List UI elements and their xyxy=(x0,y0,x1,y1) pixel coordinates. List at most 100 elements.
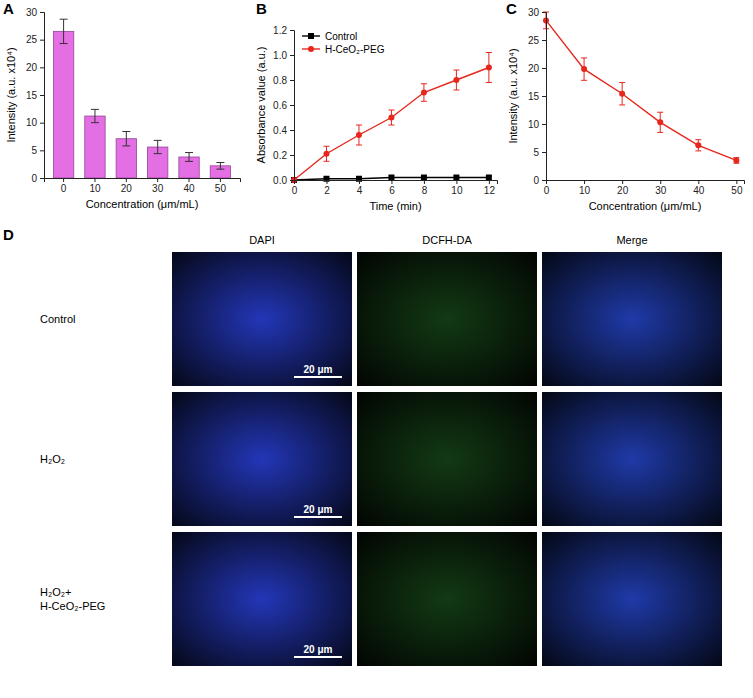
marker xyxy=(657,119,663,125)
y-axis-title: Intensity (a.u. x10⁴) xyxy=(507,48,519,143)
legend-item: H-CeO₂-PEG xyxy=(302,44,385,55)
tick: 0 xyxy=(292,180,298,196)
error-cap xyxy=(356,125,362,126)
tick-mark xyxy=(220,178,221,182)
tick: 10 xyxy=(89,178,101,194)
tick-label: 0.0 xyxy=(273,175,287,186)
series-line xyxy=(294,68,489,181)
error-line xyxy=(94,109,95,122)
tick: 1.0 xyxy=(273,50,294,61)
error-cap xyxy=(486,52,492,53)
scale-bar-label: 20 μm xyxy=(304,504,333,515)
y-axis-title: Intensity (a.u. x10⁴) xyxy=(5,47,17,142)
error-line xyxy=(220,163,221,170)
marker xyxy=(453,175,459,181)
tick: 15 xyxy=(528,91,546,102)
tick-label: 4 xyxy=(357,185,363,196)
tick-mark xyxy=(542,12,546,13)
tick: 0.8 xyxy=(273,75,294,86)
tick: 50 xyxy=(215,178,227,194)
tick-mark xyxy=(94,178,95,182)
error-cap xyxy=(216,162,224,163)
panel-title: B xyxy=(256,0,267,17)
tick-mark xyxy=(489,180,490,184)
row-label-line: H₂O₂+ xyxy=(40,586,71,598)
error-cap xyxy=(581,57,587,58)
x-axis: 01020304050 xyxy=(45,178,241,194)
tick-mark xyxy=(40,67,44,68)
tick: 10 xyxy=(579,180,591,196)
legend: Control H-CeO₂-PEG xyxy=(302,31,385,55)
error-bar xyxy=(619,83,625,105)
tick-label: 30 xyxy=(152,183,164,194)
legend-marker xyxy=(308,46,314,52)
micrograph xyxy=(357,252,537,386)
tick: 2 xyxy=(324,180,330,196)
legend-label: Control xyxy=(325,31,357,42)
tick: 10 xyxy=(451,180,463,196)
column-header: DCFH-DA xyxy=(422,234,472,246)
tick-mark xyxy=(456,180,457,184)
error-cap xyxy=(657,132,663,133)
tick-label: 15 xyxy=(528,91,540,102)
tick: 0.2 xyxy=(273,150,294,161)
marker xyxy=(388,115,394,121)
tick-mark xyxy=(126,178,127,182)
panel-title: A xyxy=(3,0,14,17)
micrograph xyxy=(172,532,352,666)
tick-label: 20 xyxy=(528,63,540,74)
tick: 20 xyxy=(528,63,546,74)
error-line xyxy=(126,132,127,146)
tick-mark xyxy=(542,68,546,69)
plot-area xyxy=(291,53,492,184)
error-cap xyxy=(695,139,701,140)
x-axis: 024681012 xyxy=(292,180,498,196)
chart: 01020304050051015202530Concentration (μm… xyxy=(507,7,745,212)
tick-label: 10 xyxy=(451,185,463,196)
y-axis: 0.00.20.40.60.81.01.2 xyxy=(273,25,294,186)
micrograph xyxy=(542,252,722,386)
error-cap xyxy=(60,43,68,44)
error-cap xyxy=(91,109,99,110)
tick: 5 xyxy=(31,145,44,156)
tick: 0.0 xyxy=(273,175,294,186)
tick-label: 20 xyxy=(617,185,629,196)
error-cap xyxy=(122,131,130,132)
error-cap xyxy=(91,122,99,123)
tick: 4 xyxy=(357,180,363,196)
error-line xyxy=(63,19,64,43)
tick-label: 40 xyxy=(183,183,195,194)
tick: 0 xyxy=(533,175,546,186)
tick-label: 2 xyxy=(324,185,330,196)
chart: 01020304050051015202530Concentration (μm… xyxy=(5,7,241,210)
marker xyxy=(619,91,625,97)
error-bar xyxy=(388,110,394,125)
y-axis: 051015202530 xyxy=(528,7,547,186)
x-axis-title: Concentration (μm/mL) xyxy=(86,198,199,210)
tick-label: 30 xyxy=(528,7,540,18)
tick-label: 30 xyxy=(26,7,38,18)
tick: 25 xyxy=(528,35,546,46)
error-cap xyxy=(543,12,549,13)
tick-mark xyxy=(157,178,158,182)
error-bar xyxy=(695,140,701,151)
y-axis-title: Absorbance value (a.u.) xyxy=(255,47,267,164)
marks xyxy=(53,19,230,178)
micrograph xyxy=(172,392,352,526)
tick-mark xyxy=(698,180,699,184)
tick-label: 1.2 xyxy=(273,25,287,36)
tick-label: 10 xyxy=(26,117,38,128)
error-bar xyxy=(154,140,162,153)
tick-mark xyxy=(660,180,661,184)
error-cap xyxy=(122,145,130,146)
marker xyxy=(486,175,492,181)
tick-mark xyxy=(40,95,44,96)
error-cap xyxy=(388,125,394,126)
tick-mark xyxy=(290,130,294,131)
error-cap xyxy=(657,112,663,113)
figure: 0 10 20 30 40 50 0 5 10 15 20 25 30 Concentration (μm… xyxy=(0,0,753,698)
error-cap xyxy=(323,146,329,147)
error-cap xyxy=(185,161,193,162)
tick-mark xyxy=(63,178,64,182)
error-cap xyxy=(453,70,459,71)
